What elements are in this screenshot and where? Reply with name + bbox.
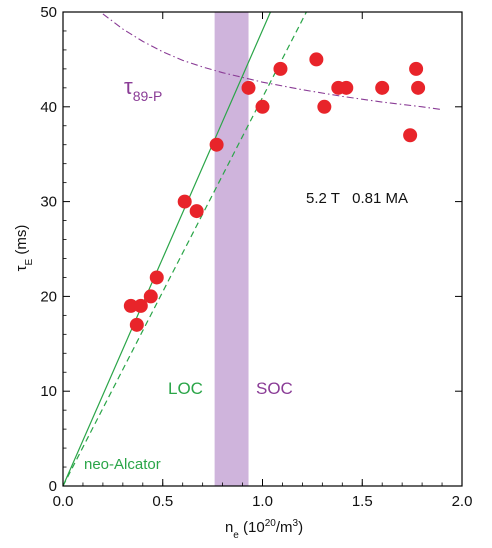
y-tick-label: 10 xyxy=(40,383,57,400)
loc-label: LOC xyxy=(168,379,203,398)
y-tick-label: 50 xyxy=(40,4,57,21)
tau-89p-curve xyxy=(102,13,443,111)
data-point xyxy=(273,61,288,76)
data-points xyxy=(123,52,426,332)
data-point xyxy=(143,289,158,304)
neo-alcator-label: neo-Alcator xyxy=(84,456,161,473)
x-tick-label: 0.0 xyxy=(53,493,74,510)
plot-frame xyxy=(62,11,463,487)
data-point xyxy=(189,204,204,219)
data-point xyxy=(255,99,270,114)
data-point xyxy=(317,99,332,114)
field-current-label: 5.2 T 0.81 MA xyxy=(306,190,408,207)
x-tick-label: 0.5 xyxy=(152,493,173,510)
y-tick-label: 20 xyxy=(40,288,57,305)
data-point xyxy=(409,61,424,76)
data-point xyxy=(129,317,144,332)
soc-label: SOC xyxy=(256,379,293,398)
y-tick-label: 30 xyxy=(40,194,57,211)
data-point xyxy=(403,128,418,143)
tau-89p-label: τ89-P xyxy=(124,74,162,104)
data-point xyxy=(209,137,224,152)
data-point xyxy=(411,80,426,95)
x-axis-label: ne (1020/m3) xyxy=(225,518,303,541)
data-point xyxy=(309,52,324,67)
data-point xyxy=(177,194,192,209)
y-axis-label: τE (ms) xyxy=(13,225,35,272)
data-point xyxy=(241,80,256,95)
loc-solid-line xyxy=(62,11,272,487)
data-point xyxy=(339,80,354,95)
neo-alcator-dashed-line xyxy=(62,11,307,487)
data-point xyxy=(149,270,164,285)
y-tick-label: 40 xyxy=(40,99,57,116)
data-point xyxy=(123,298,138,313)
scaling-lines xyxy=(62,11,443,487)
data-point xyxy=(375,80,390,95)
x-tick-label: 1.5 xyxy=(352,493,373,510)
x-tick-label: 2.0 xyxy=(452,493,473,510)
x-tick-label: 1.0 xyxy=(252,493,273,510)
axis-ticks: 0.0 0.5 1.0 1.5 2.0 0 10 20 30 40 50 xyxy=(40,4,472,510)
y-tick-label: 0 xyxy=(49,478,57,495)
data-point xyxy=(133,298,148,313)
